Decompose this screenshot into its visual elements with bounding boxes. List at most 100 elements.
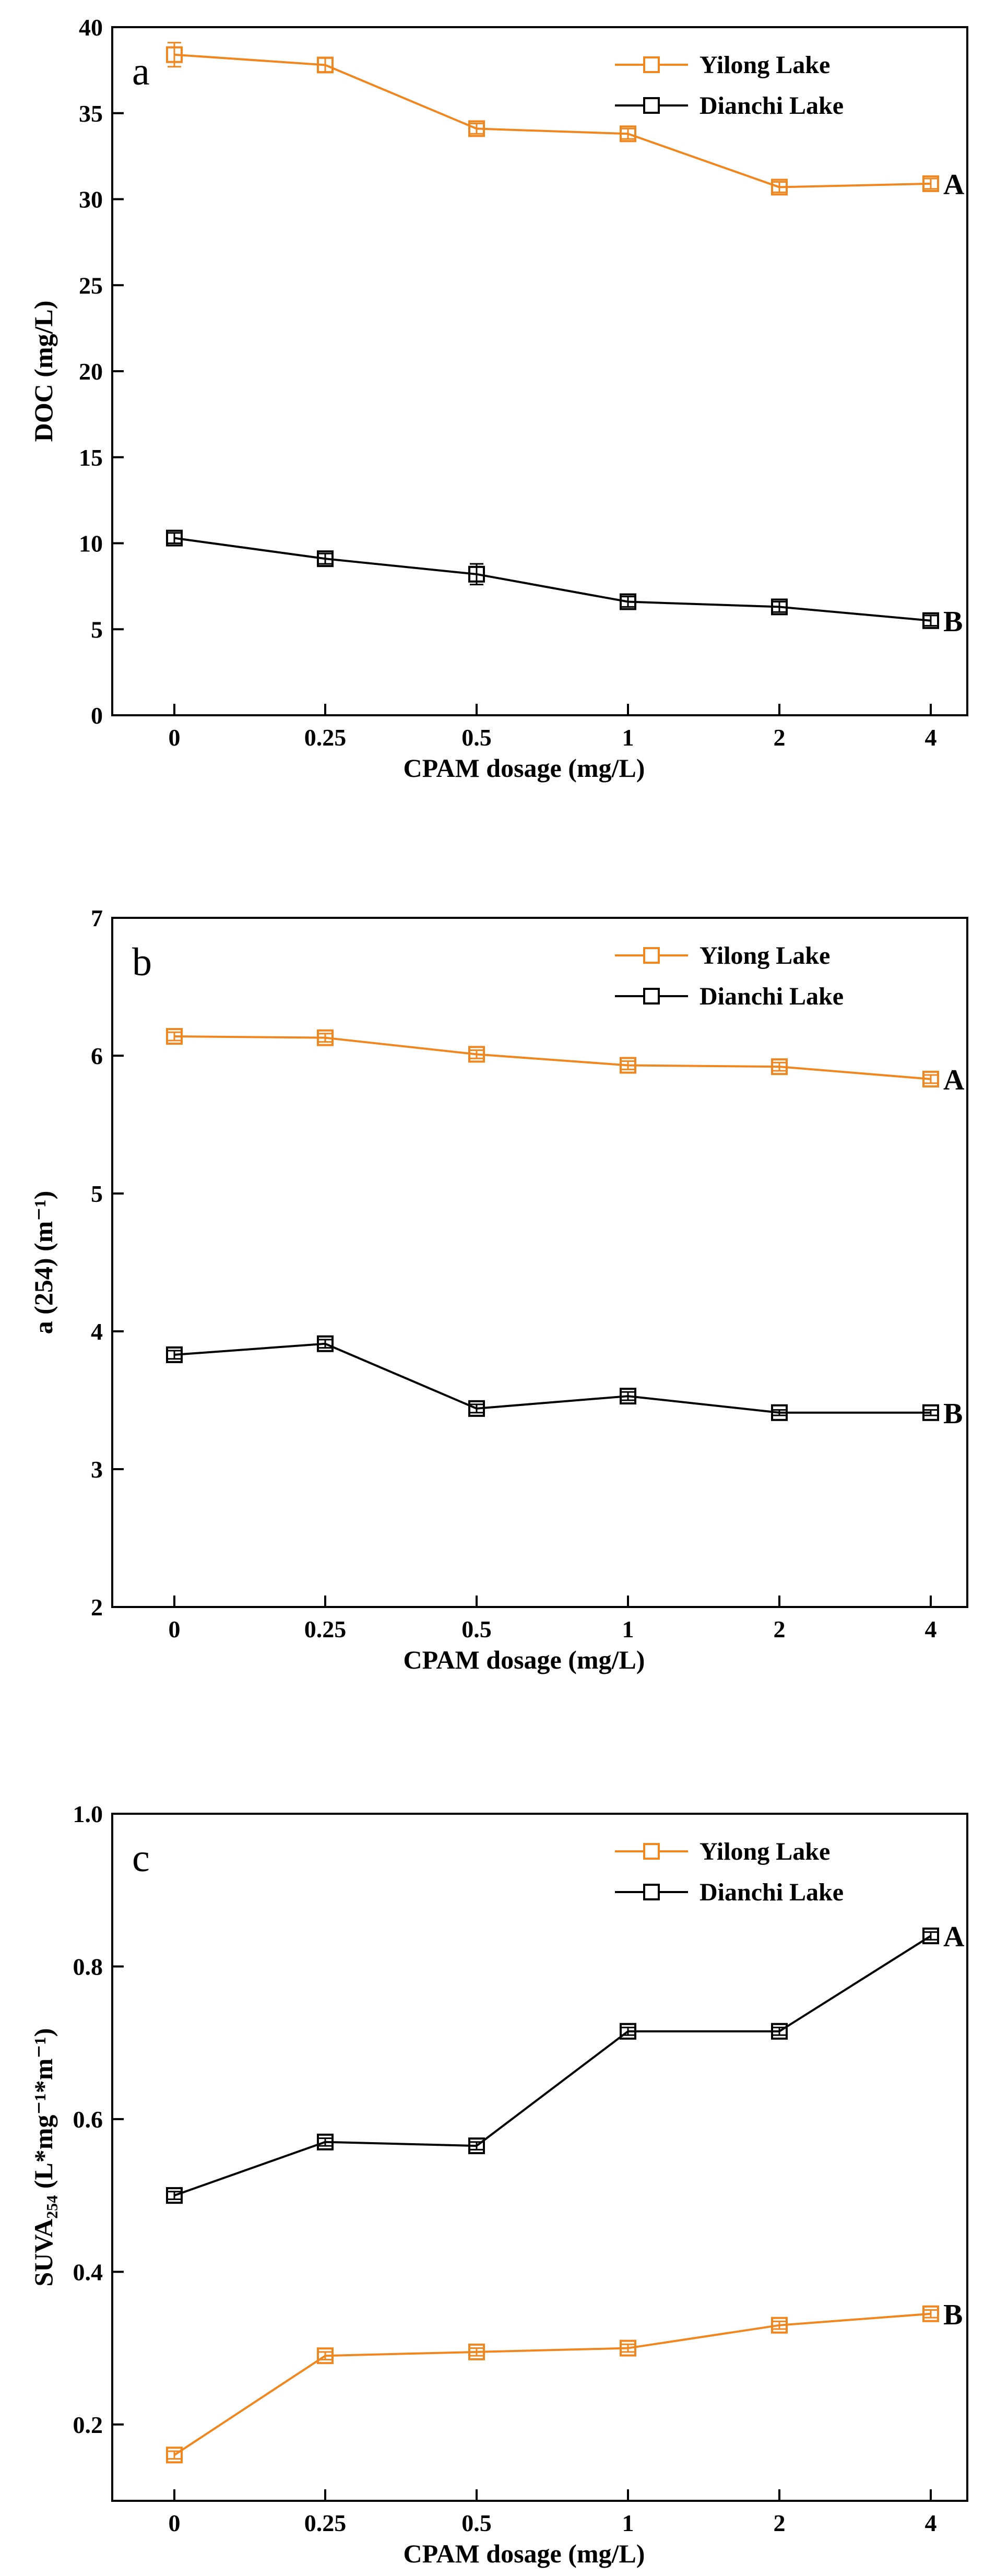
legend-swatch-marker (643, 947, 660, 964)
series-yilong-lake: A (166, 1028, 965, 1096)
y-tick-label: 0.2 (73, 2412, 103, 2438)
data-point (317, 550, 334, 568)
data-point (166, 2447, 183, 2464)
x-tick-label: 0 (169, 724, 181, 751)
data-point (771, 1058, 788, 1076)
legend-entry-label: Dianchi Lake (700, 92, 844, 120)
data-point (620, 125, 636, 143)
chart-panel-a: 0 5 10 15 20 25 30 35 40 0 0.25 0.5 1 2 4 CPAM dosage (… (29, 14, 968, 783)
x-tick-label: 2 (774, 1616, 786, 1643)
y-tick-label: 15 (79, 444, 103, 471)
data-point (771, 2023, 788, 2040)
data-point (620, 2339, 636, 2357)
data-point (468, 1400, 485, 1417)
y-tick-label: 10 (79, 530, 103, 557)
data-point (922, 2305, 939, 2322)
chart-panel-c: 0.2 0.4 0.6 0.8 1.0 0 0.25 0.5 1 2 4 CPAM dosage (m… (29, 1801, 968, 2568)
x-tick-label: 0.5 (461, 724, 492, 751)
x-tick-label: 4 (925, 2510, 937, 2536)
data-point (317, 56, 334, 74)
legend-swatch-marker (643, 56, 660, 73)
data-point (468, 2137, 485, 2155)
series-end-label: A (943, 1064, 965, 1096)
y-axis-title: a (254) (m⁻¹) (29, 1191, 58, 1334)
data-point (922, 1404, 939, 1421)
series-end-label: A (943, 169, 965, 201)
legend-entry-label: Yilong Lake (700, 942, 830, 970)
y-tick-label: 0.6 (73, 2106, 103, 2133)
y-tick-label: 30 (79, 186, 103, 213)
legend-swatch-marker (643, 1884, 660, 1900)
data-point (922, 1070, 939, 1088)
series-line (174, 53, 931, 188)
x-tick-label: 0 (169, 1616, 181, 1643)
series-line (174, 1935, 932, 2196)
legend-entry-label: Dianchi Lake (700, 983, 844, 1010)
legend-swatch-marker (643, 1843, 660, 1860)
x-tick-label: 2 (774, 2510, 786, 2536)
x-tick-label: 2 (774, 724, 786, 751)
x-tick-label: 0.5 (461, 2510, 492, 2536)
data-point (771, 1404, 788, 1421)
y-tick-label: 5 (91, 1180, 103, 1207)
data-point (317, 2133, 334, 2150)
series-yilong-lake: A (166, 42, 965, 201)
y-tick-label: 2 (91, 1594, 103, 1621)
y-tick-label: 0.8 (73, 1953, 103, 1980)
data-point (317, 2347, 334, 2365)
y-tick-label: 0.4 (73, 2259, 103, 2285)
y-tick-label: 3 (91, 1456, 103, 1483)
series-line (174, 1342, 931, 1414)
data-point (166, 2187, 183, 2204)
data-point (620, 1057, 636, 1074)
x-tick-label: 0.5 (461, 1616, 492, 1643)
data-point (771, 598, 788, 616)
chart-panel-b: 2 3 4 5 6 7 0 0.25 0.5 1 2 4 CPAM dosage (mg/L) a (25… (29, 905, 968, 1674)
x-tick-label: 0 (169, 2510, 181, 2536)
x-tick-label: 1 (622, 2510, 634, 2536)
data-point (620, 2023, 636, 2040)
panel-letter: a (132, 50, 150, 93)
legend-entry-label: Yilong Lake (700, 1838, 830, 1865)
series-dianchi-lake: B (166, 529, 963, 638)
data-point (771, 179, 788, 196)
x-axis-title: CPAM dosage (mg/L) (404, 753, 645, 783)
y-tick-label: 1.0 (73, 1801, 103, 1827)
legend-swatch-marker (643, 97, 660, 114)
panel-letter: c (132, 1836, 150, 1880)
x-tick-label: 1 (622, 1616, 634, 1643)
plot-frame (111, 917, 968, 1608)
plot-frame (111, 1813, 968, 2502)
y-tick-label: 4 (91, 1318, 103, 1345)
data-point (922, 612, 939, 629)
data-point (166, 1028, 183, 1045)
data-point (620, 593, 636, 610)
y-axis-title: DOC (mg/L) (29, 301, 58, 442)
series-yilong-lake: B (166, 2299, 963, 2464)
x-tick-label: 0.25 (304, 724, 347, 751)
y-tick-label: 5 (91, 616, 103, 643)
data-point (922, 1927, 939, 1944)
data-point (166, 529, 183, 547)
series-end-label: A (943, 1921, 965, 1953)
series-end-label: B (943, 2299, 963, 2331)
x-tick-label: 1 (622, 724, 634, 751)
data-point (620, 1388, 636, 1405)
x-tick-label: 0.25 (304, 2510, 347, 2536)
y-tick-label: 7 (91, 905, 103, 931)
x-tick-label: 0.25 (304, 1616, 347, 1643)
x-axis-title: CPAM dosage (mg/L) (404, 2539, 645, 2568)
data-point (166, 1346, 183, 1363)
data-point (468, 120, 485, 137)
data-point (468, 1046, 485, 1063)
series-dianchi-lake: B (166, 1335, 963, 1430)
y-tick-label: 0 (91, 702, 103, 729)
y-tick-label: 20 (79, 358, 103, 385)
y-axis-title: SUVA₂₅₄ (L*mg⁻¹*m⁻¹) (29, 2028, 58, 2287)
data-point (166, 46, 183, 63)
x-tick-label: 4 (925, 1616, 937, 1643)
panel-letter: b (132, 940, 152, 984)
legend-entry-label: Yilong Lake (700, 51, 830, 79)
series-end-label: B (943, 1398, 963, 1430)
